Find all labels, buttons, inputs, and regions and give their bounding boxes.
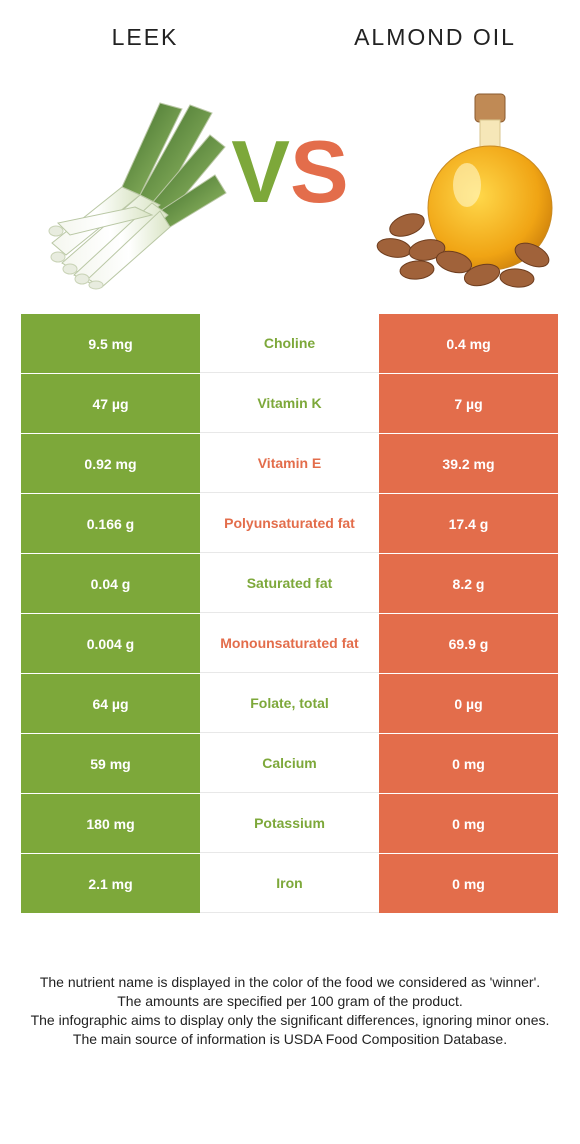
almond-oil-image [376, 93, 553, 288]
nutrient-name: Saturated fat [200, 554, 379, 613]
right-value: 69.9 g [379, 614, 558, 673]
leek-image [48, 102, 227, 290]
left-value: 2.1 mg [21, 854, 200, 913]
footnote-line: The amounts are specified per 100 gram o… [117, 993, 463, 1009]
right-value: 8.2 g [379, 554, 558, 613]
table-row: 64 µg Folate, total 0 µg [21, 674, 558, 734]
footnote-line: The nutrient name is displayed in the co… [39, 974, 541, 990]
vs-label: VS [230, 128, 350, 216]
right-value: 0 mg [379, 734, 558, 793]
table-row: 0.166 g Polyunsaturated fat 17.4 g [21, 494, 558, 554]
nutrient-name: Vitamin K [200, 374, 379, 433]
footnote-line: The infographic aims to display only the… [30, 1012, 550, 1028]
footnote-line: The main source of information is USDA F… [72, 1031, 508, 1047]
right-value: 0 µg [379, 674, 558, 733]
right-value: 0 mg [379, 854, 558, 913]
left-value: 180 mg [21, 794, 200, 853]
left-value: 47 µg [21, 374, 200, 433]
right-value: 39.2 mg [379, 434, 558, 493]
table-row: 2.1 mg Iron 0 mg [21, 854, 558, 914]
table-row: 9.5 mg Choline 0.4 mg [21, 314, 558, 374]
right-value: 7 µg [379, 374, 558, 433]
table-row: 0.004 g Monounsaturated fat 69.9 g [21, 614, 558, 674]
footnote: The nutrient name is displayed in the co… [14, 973, 566, 1049]
left-value: 59 mg [21, 734, 200, 793]
left-value: 0.92 mg [21, 434, 200, 493]
left-value: 0.004 g [21, 614, 200, 673]
nutrient-name: Calcium [200, 734, 379, 793]
table-row: 0.92 mg Vitamin E 39.2 mg [21, 434, 558, 494]
left-value: 9.5 mg [21, 314, 200, 373]
right-food-title: ALMOND OIL [354, 24, 516, 50]
left-food-title: LEEK [111, 24, 179, 50]
nutrient-name: Choline [200, 314, 379, 373]
table-row: 180 mg Potassium 0 mg [21, 794, 558, 854]
vs-v: V [231, 122, 290, 221]
right-value: 0 mg [379, 794, 558, 853]
nutrient-name: Vitamin E [200, 434, 379, 493]
nutrient-name: Folate, total [200, 674, 379, 733]
nutrient-name: Iron [200, 854, 379, 913]
right-value: 0.4 mg [379, 314, 558, 373]
left-value: 64 µg [21, 674, 200, 733]
nutrient-name: Monounsaturated fat [200, 614, 379, 673]
table-row: 59 mg Calcium 0 mg [21, 734, 558, 794]
left-value: 0.04 g [21, 554, 200, 613]
right-value: 17.4 g [379, 494, 558, 553]
nutrient-name: Potassium [200, 794, 379, 853]
table-row: 0.04 g Saturated fat 8.2 g [21, 554, 558, 614]
vs-s: S [290, 122, 349, 221]
left-value: 0.166 g [21, 494, 200, 553]
nutrient-name: Polyunsaturated fat [200, 494, 379, 553]
